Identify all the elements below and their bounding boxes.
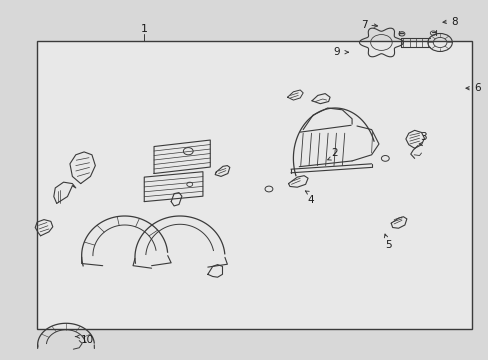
Text: 4: 4 (306, 195, 313, 205)
Bar (37, 41, 471, 329)
Text: 10: 10 (81, 335, 94, 345)
Text: 3: 3 (419, 132, 426, 142)
Text: 2: 2 (331, 148, 338, 158)
Text: 1: 1 (141, 24, 147, 34)
Text: 8: 8 (450, 17, 457, 27)
Text: 7: 7 (360, 20, 367, 30)
Text: 5: 5 (385, 240, 391, 250)
Text: 9: 9 (332, 47, 339, 57)
Text: 6: 6 (473, 83, 480, 93)
